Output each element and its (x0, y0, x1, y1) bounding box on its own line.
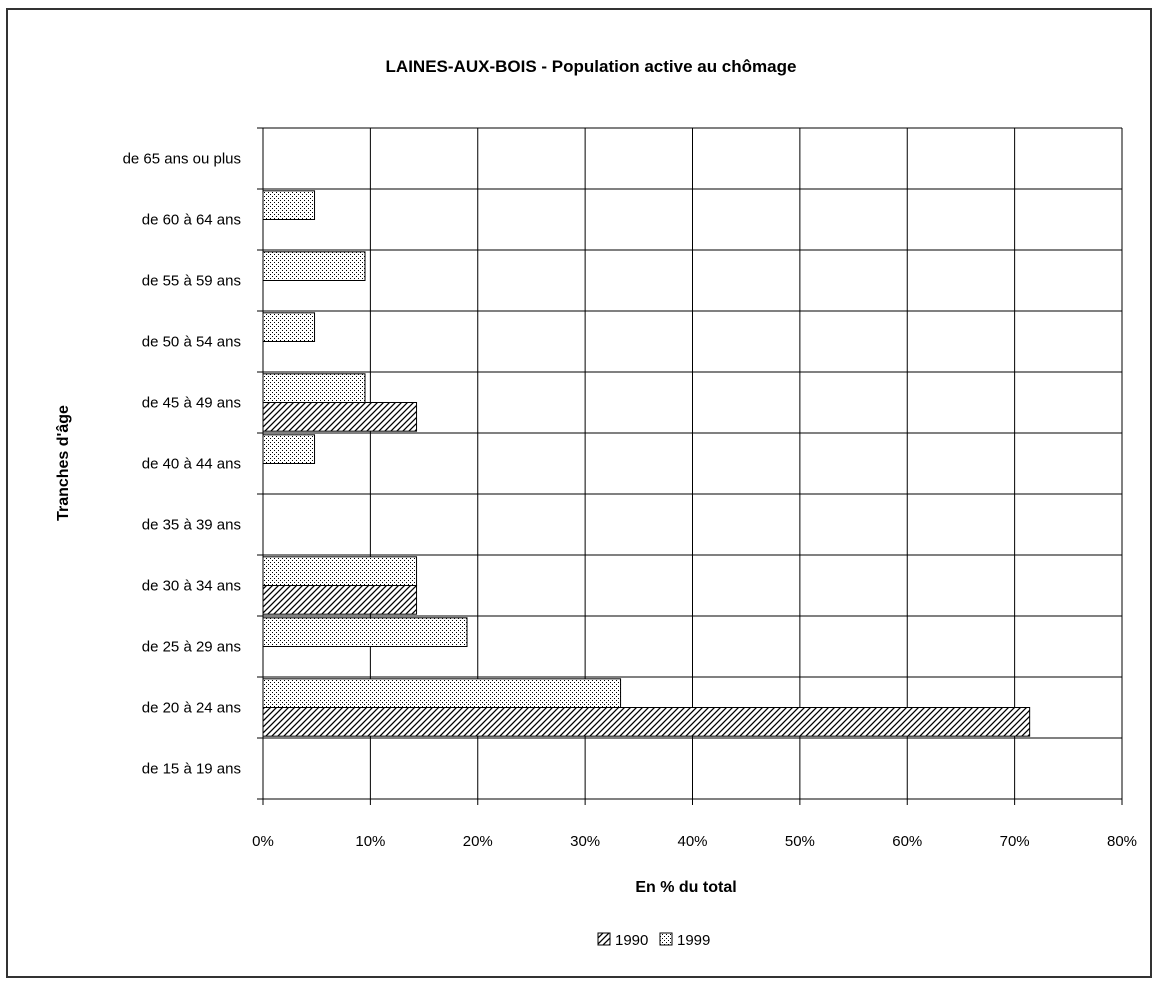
y-tick-label: de 60 à 64 ans (142, 212, 241, 229)
bar-1999-7 (262, 312, 316, 342)
bar-1999-2 (262, 617, 468, 648)
y-tick-label: de 30 à 34 ans (142, 578, 241, 595)
legend-label-1999: 1999 (677, 932, 710, 949)
bar-1990-1 (262, 707, 1031, 737)
bar-1999-3 (262, 556, 418, 587)
bar-1999-5 (262, 434, 316, 464)
y-tick-label: de 35 à 39 ans (142, 517, 241, 534)
x-tick-labels: 0% 10% 20% 30% 40% 50% 60% 70% 80% (252, 833, 1137, 850)
legend-label-1990: 1990 (615, 932, 648, 949)
legend: 1990 1999 (597, 932, 710, 949)
y-tick-label: de 45 à 49 ans (142, 395, 241, 412)
bar-1999-8 (262, 251, 366, 282)
y-tick-label: de 15 à 19 ans (142, 761, 241, 778)
x-tick-label: 70% (1000, 833, 1030, 850)
y-tick-label: de 55 à 59 ans (142, 273, 241, 290)
bar-1990-3 (262, 585, 418, 615)
x-tick-label: 50% (785, 833, 815, 850)
y-tick-label: de 20 à 24 ans (142, 700, 241, 717)
legend-swatch-1999 (659, 932, 673, 946)
x-axis-title: En % du total (635, 879, 736, 896)
x-tick-label: 30% (570, 833, 600, 850)
y-tick-label: de 65 ans ou plus (123, 151, 241, 168)
y-tick-label: de 50 à 54 ans (142, 334, 241, 351)
chart-title: LAINES-AUX-BOIS - Population active au c… (386, 57, 797, 76)
y-axis-title: Tranches d'âge (55, 405, 72, 521)
bar-1990-6 (262, 402, 418, 432)
chart-frame (6, 8, 1152, 978)
y-tick-label: de 25 à 29 ans (142, 639, 241, 656)
bar-1999-9 (262, 190, 316, 221)
x-tick-label: 60% (892, 833, 922, 850)
y-tick-label: de 40 à 44 ans (142, 456, 241, 473)
legend-swatch-1990 (597, 932, 611, 946)
bar-1999-6 (262, 373, 366, 403)
x-tick-label: 20% (463, 833, 493, 850)
y-tick-labels: de 15 à 19 ans de 20 à 24 ans de 25 à 29 a… (123, 151, 241, 778)
bars (262, 190, 1031, 737)
x-tick-label: 80% (1107, 833, 1137, 850)
x-tick-label: 0% (252, 833, 274, 850)
x-tick-label: 40% (677, 833, 707, 850)
bar-1999-1 (262, 678, 622, 709)
x-tick-label: 10% (355, 833, 385, 850)
